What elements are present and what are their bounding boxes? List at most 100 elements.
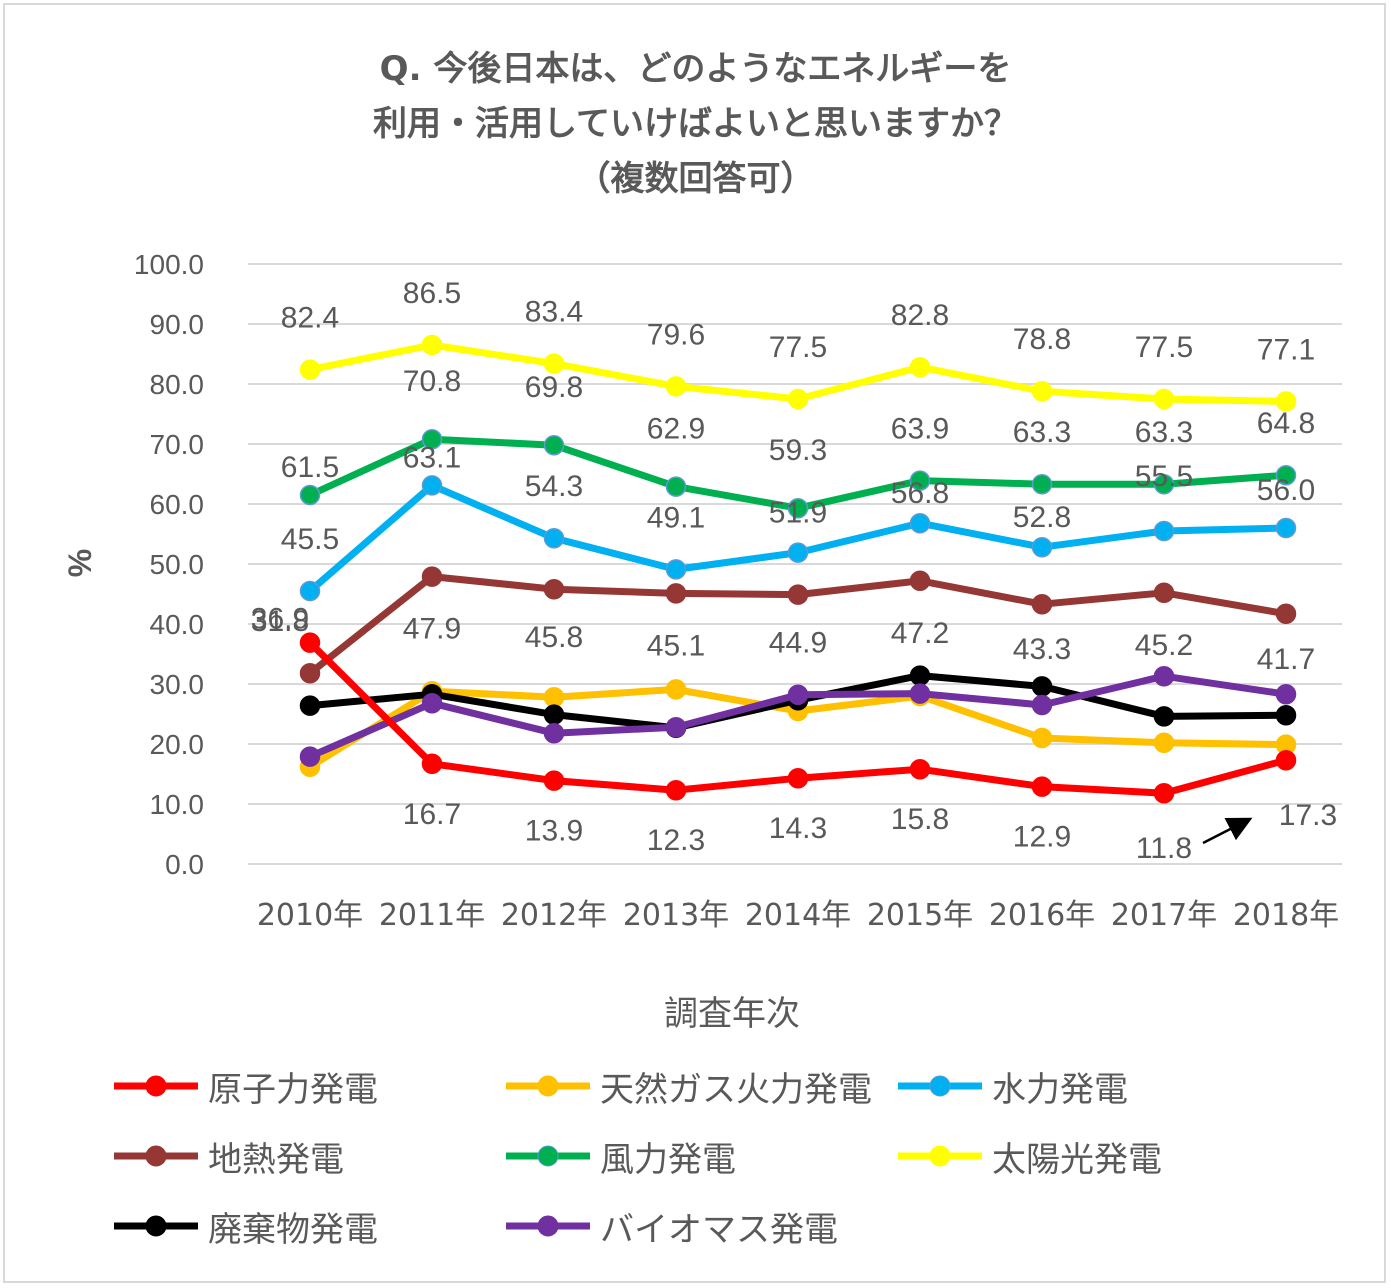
data-point [421, 753, 443, 775]
data-label: 11.8 [1136, 832, 1192, 865]
y-tick-label: 70.0 [150, 429, 205, 460]
chart-frame [3, 3, 1386, 1283]
data-point [1031, 776, 1053, 797]
data-label: 14.3 [769, 812, 827, 845]
legend-item: バイオマス発電 [502, 1198, 838, 1254]
data-point [543, 722, 565, 744]
data-point [421, 475, 443, 496]
series-2 [299, 475, 1297, 602]
data-point [1031, 676, 1053, 697]
legend-swatch-icon [110, 1128, 202, 1184]
data-label: 31.8 [251, 605, 309, 638]
data-label: 16.7 [403, 798, 461, 831]
data-point [543, 527, 565, 549]
legend-item: 廃棄物発電 [110, 1198, 378, 1254]
data-point [909, 758, 931, 780]
legend: 原子力発電 天然ガス火力発電 水力発電 地熱発電 風力発電 太陽光発電 廃棄物発電 バイオマス… [110, 1058, 1290, 1268]
data-point [909, 356, 931, 378]
data-label: 52.8 [1013, 501, 1071, 534]
data-label: 49.1 [647, 501, 705, 534]
x-tick-label: 2014年 [745, 898, 851, 933]
y-tick-label: 10.0 [150, 789, 205, 820]
y-axis-title: % [62, 549, 98, 577]
legend-item: 水力発電 [894, 1058, 1128, 1114]
data-point [1153, 665, 1175, 687]
y-tick-label: 20.0 [150, 729, 205, 760]
data-label: 70.8 [403, 365, 461, 398]
data-label: 78.8 [1013, 323, 1071, 356]
legend-item: 地熱発電 [110, 1128, 344, 1184]
data-label: 41.7 [1257, 643, 1315, 676]
data-point [1031, 727, 1053, 749]
data-label: 77.1 [1257, 333, 1315, 366]
data-label: 82.8 [891, 299, 949, 332]
series-0 [299, 632, 1297, 804]
data-label: 12.9 [1013, 821, 1071, 854]
data-point [1153, 473, 1175, 495]
data-label: 59.3 [769, 434, 827, 467]
line-chart: 0.0 10.0 20.0 30.0 40.0 50.0 60.0 70.0 80.0 90.0 1… [62, 249, 1342, 1034]
data-label: 63.3 [1135, 416, 1193, 449]
data-label: 82.4 [281, 302, 339, 335]
data-point [787, 388, 809, 410]
data-label: 44.9 [769, 627, 827, 660]
data-point [299, 580, 321, 602]
legend-label: 地熱発電 [208, 1139, 344, 1180]
data-point [1153, 706, 1175, 727]
data-point [787, 584, 809, 605]
data-point [543, 434, 565, 456]
data-point [665, 376, 687, 397]
data-label: 13.9 [525, 815, 583, 848]
data-point [1275, 603, 1297, 625]
data-point [421, 566, 443, 587]
data-label: 77.5 [769, 331, 827, 364]
data-label: 45.2 [1135, 629, 1193, 662]
data-label: 43.3 [1013, 633, 1071, 666]
x-tick-label: 2013年 [623, 898, 729, 933]
data-label: 55.5 [1135, 460, 1193, 493]
legend-label: 原子力発電 [208, 1069, 378, 1110]
data-label: 54.3 [525, 470, 583, 503]
x-tick-label: 2012年 [501, 898, 607, 933]
x-tick-label: 2015年 [867, 898, 973, 933]
data-point [421, 334, 443, 356]
legend-item: 原子力発電 [110, 1058, 378, 1114]
series-lines [299, 334, 1297, 804]
data-point [1275, 464, 1297, 486]
data-label: 77.5 [1135, 331, 1193, 364]
y-axis-ticks: 0.0 10.0 20.0 30.0 40.0 50.0 60.0 70.0 80.0 90.0 1… [134, 249, 204, 880]
legend-item: 風力発電 [502, 1128, 736, 1184]
legend-swatch-icon [502, 1058, 594, 1114]
legend-swatch-icon [110, 1198, 202, 1254]
legend-swatch-icon [894, 1128, 986, 1184]
legend-label: バイオマス発電 [600, 1209, 838, 1250]
data-point [1153, 520, 1175, 542]
data-point [1153, 388, 1175, 410]
legend-label: 太陽光発電 [992, 1139, 1162, 1180]
y-tick-label: 0.0 [165, 849, 204, 880]
data-point [1153, 582, 1175, 604]
data-point [1275, 517, 1297, 539]
data-label: 62.9 [647, 413, 705, 446]
chart-title-line-2: 利用・活用していけばよいと思いますか？ [373, 104, 1018, 144]
data-point [665, 679, 687, 700]
data-label: 45.1 [647, 629, 705, 662]
y-tick-label: 50.0 [150, 549, 205, 580]
data-label: 79.6 [647, 318, 705, 351]
data-point [299, 662, 321, 684]
series-4 [299, 428, 1297, 519]
data-point [909, 665, 931, 686]
legend-swatch-icon [110, 1058, 202, 1114]
data-point [1275, 704, 1297, 726]
data-point [421, 428, 443, 450]
data-point [1031, 694, 1053, 716]
data-point [1275, 683, 1297, 705]
legend-item: 太陽光発電 [894, 1128, 1162, 1184]
y-tick-label: 30.0 [150, 669, 205, 700]
data-label: 61.5 [281, 451, 339, 484]
data-label: 69.8 [525, 371, 583, 404]
data-point [1153, 732, 1175, 754]
data-point [1275, 391, 1297, 412]
data-point [299, 484, 321, 506]
data-point [787, 684, 809, 706]
